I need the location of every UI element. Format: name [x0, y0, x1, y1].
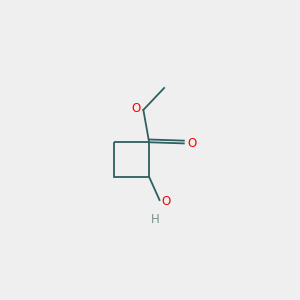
Text: O: O [132, 102, 141, 115]
Text: O: O [162, 195, 171, 208]
Text: O: O [187, 137, 196, 150]
Text: H: H [151, 213, 159, 226]
